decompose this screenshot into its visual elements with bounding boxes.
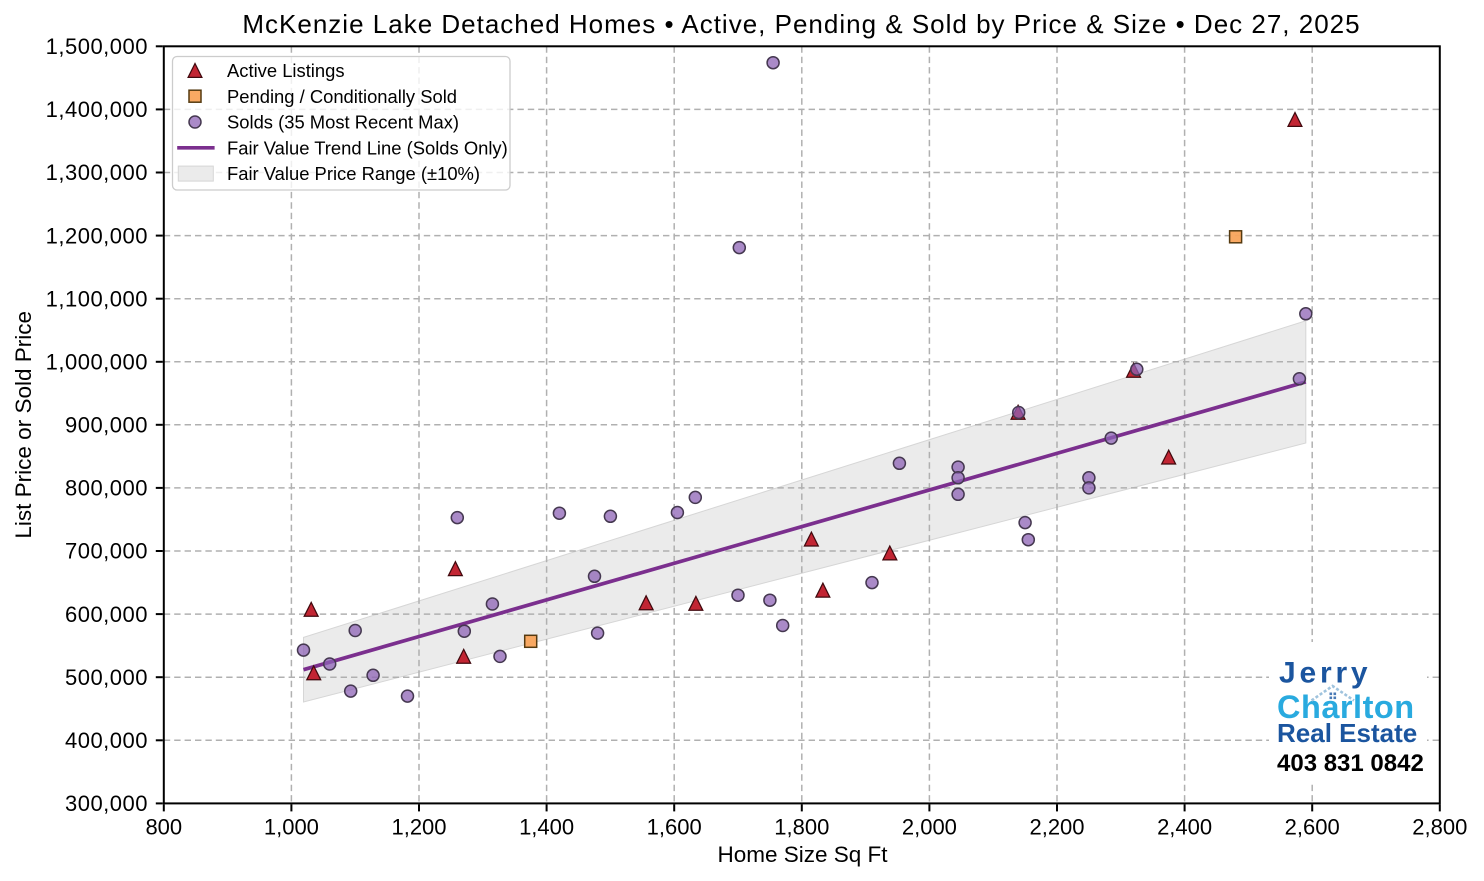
svg-text:600,000: 600,000 — [65, 602, 148, 627]
svg-text:1,400,000: 1,400,000 — [46, 97, 148, 122]
svg-text:1,200,000: 1,200,000 — [46, 223, 148, 248]
svg-text:1,300,000: 1,300,000 — [46, 160, 148, 185]
svg-text:Solds (35 Most Recent Max): Solds (35 Most Recent Max) — [227, 112, 459, 133]
svg-text:800,000: 800,000 — [65, 476, 148, 501]
svg-text:800: 800 — [145, 815, 182, 840]
svg-text:1,100,000: 1,100,000 — [46, 286, 148, 311]
svg-text:Active Listings: Active Listings — [227, 60, 345, 81]
svg-text:2,400: 2,400 — [1157, 815, 1212, 840]
svg-text:1,600: 1,600 — [647, 815, 702, 840]
svg-text:400,000: 400,000 — [65, 728, 148, 753]
svg-text:1,800: 1,800 — [774, 815, 829, 840]
svg-text:List Price or Sold Price: List Price or Sold Price — [11, 311, 36, 539]
svg-text:Fair Value Trend Line (Solds O: Fair Value Trend Line (Solds Only) — [227, 137, 508, 158]
svg-text:1,500,000: 1,500,000 — [46, 34, 148, 59]
svg-text:Jerry: Jerry — [1279, 656, 1371, 689]
svg-text:2,800: 2,800 — [1412, 815, 1467, 840]
svg-text:McKenzie Lake Detached Homes •: McKenzie Lake Detached Homes • Active, P… — [242, 9, 1360, 39]
svg-text:2,600: 2,600 — [1285, 815, 1340, 840]
svg-text:1,200: 1,200 — [391, 815, 446, 840]
svg-text:Pending / Conditionally Sold: Pending / Conditionally Sold — [227, 86, 457, 107]
svg-text:500,000: 500,000 — [65, 665, 148, 690]
svg-text:2,200: 2,200 — [1029, 815, 1084, 840]
svg-text:403 831 0842: 403 831 0842 — [1277, 750, 1424, 777]
svg-text:900,000: 900,000 — [65, 413, 148, 438]
svg-text:1,400: 1,400 — [519, 815, 574, 840]
svg-text:Home Size Sq Ft: Home Size Sq Ft — [717, 842, 888, 867]
svg-text:300,000: 300,000 — [65, 791, 148, 816]
svg-text:Fair Value Price Range (±10%): Fair Value Price Range (±10%) — [227, 163, 480, 184]
svg-text:2,000: 2,000 — [902, 815, 957, 840]
svg-text:Real Estate: Real Estate — [1277, 718, 1417, 748]
svg-text:1,000,000: 1,000,000 — [46, 350, 148, 375]
svg-text:1,000: 1,000 — [264, 815, 319, 840]
svg-text:700,000: 700,000 — [65, 539, 148, 564]
